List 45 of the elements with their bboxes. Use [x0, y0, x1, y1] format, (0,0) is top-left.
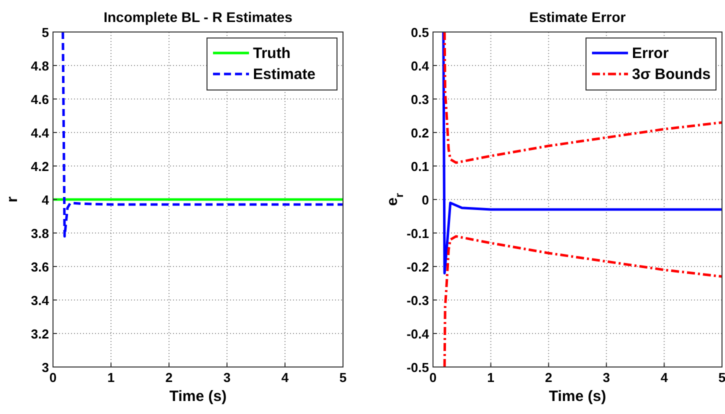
- chart-title: Estimate Error: [529, 9, 626, 25]
- y-tick-label: 3.2: [30, 326, 49, 342]
- y-tick-label: -0.5: [406, 360, 429, 375]
- y-tick-label: -0.1: [406, 226, 429, 241]
- x-tick-label: 4: [660, 370, 669, 385]
- x-axis-title: Time (s): [548, 388, 606, 405]
- x-tick-label: 5: [339, 370, 347, 385]
- legend-label: Truth: [253, 45, 290, 62]
- y-tick-label: 0.3: [410, 92, 429, 107]
- y-tick-label: -0.2: [406, 260, 429, 274]
- y-tick-label: 0.1: [410, 159, 429, 174]
- y-tick-label: 0.5: [410, 25, 429, 40]
- y-tick-label: 0.2: [410, 126, 429, 140]
- legend-label: Error: [632, 45, 669, 62]
- x-tick-label: 2: [165, 370, 173, 385]
- x-tick-label: 3: [223, 370, 231, 385]
- x-tick-label: 1: [107, 370, 115, 385]
- y-tick-label: 0.4: [410, 58, 430, 74]
- x-tick-label: 5: [718, 370, 725, 385]
- line-series: [443, 235, 722, 367]
- y-axis-title: r: [4, 196, 21, 202]
- y-tick-label: 3.8: [30, 226, 49, 241]
- y-tick-label: 4.2: [30, 159, 49, 174]
- y-tick-label: 5: [42, 25, 49, 40]
- y-tick-label: 0: [422, 192, 429, 208]
- y-tick-label: 4.4: [30, 126, 50, 140]
- y-tick-label: 3.6: [30, 260, 49, 274]
- y-tick-label: 3.4: [30, 293, 50, 308]
- line-series: [62, 32, 343, 238]
- x-tick-label: 4: [281, 370, 290, 385]
- y-tick-label: -0.3: [406, 293, 429, 308]
- x-axis-title: Time (s): [169, 388, 227, 405]
- line-series: [443, 32, 722, 164]
- y-tick-label: -0.4: [406, 326, 430, 342]
- line-series: [442, 32, 722, 274]
- x-tick-label: 1: [487, 370, 494, 385]
- y-tick-label: 4: [42, 192, 50, 208]
- y-tick-label: 4.8: [30, 58, 49, 74]
- x-tick-label: 2: [544, 370, 552, 385]
- x-tick-label: 3: [602, 370, 610, 385]
- legend-label: 3σ Bounds: [632, 66, 711, 83]
- legend-label: Estimate: [253, 66, 316, 83]
- y-tick-label: 4.6: [30, 92, 49, 107]
- y-tick-label: 3: [42, 360, 49, 375]
- chart-title: Incomplete BL - R Estimates: [104, 9, 293, 25]
